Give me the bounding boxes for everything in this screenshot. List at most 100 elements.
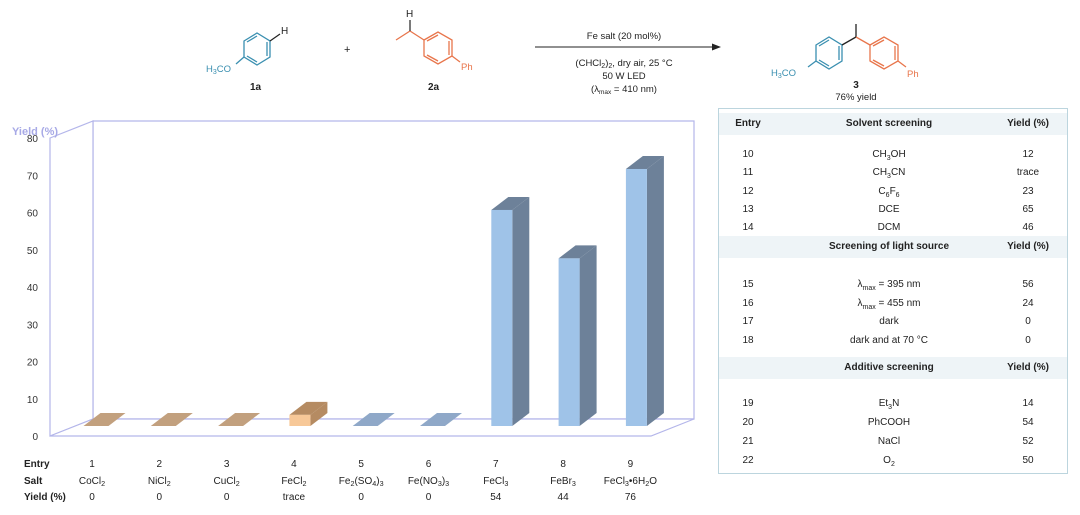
bar-2	[150, 413, 193, 426]
yield-label: 54	[490, 492, 502, 503]
bar-top	[625, 155, 664, 169]
reactant-1a-structure	[235, 32, 271, 66]
bar-front	[289, 414, 311, 426]
table-col-yield: Yield (%)	[1007, 241, 1049, 252]
table-cell-condition: C6F6	[878, 185, 900, 199]
table-cell-entry: 19	[742, 398, 754, 409]
condition-catalyst: Fe salt (20 mol%)	[587, 31, 661, 42]
salt-label: NiCl2	[148, 476, 171, 488]
table-cell-condition: λmax = 395 nm	[857, 279, 921, 292]
table-cell-yield: 50	[1022, 455, 1034, 466]
table-cell-yield: 0	[1025, 316, 1031, 327]
table-cell-condition: λmax = 455 nm	[857, 297, 921, 311]
h-atom-1a: H	[281, 26, 288, 37]
y-tick-label: 60	[27, 209, 39, 220]
bar-top	[558, 245, 597, 259]
table-cell-entry: 20	[742, 417, 754, 428]
salt-label: FeCl3	[483, 476, 508, 488]
table-cell-yield: 24	[1022, 297, 1034, 309]
y-tick-label: 50	[27, 246, 39, 257]
bar-3	[218, 413, 261, 426]
salt-label: CuCl2	[213, 476, 239, 488]
table-cell-entry: 10	[742, 149, 754, 160]
table-section-title: Solvent screening	[845, 118, 933, 129]
table-cell-entry: 11	[742, 167, 754, 179]
table-cell-condition: PhCOOH	[867, 417, 911, 428]
y-tick-label: 10	[27, 395, 39, 406]
table-section-header	[719, 113, 1067, 135]
entry-label: 6	[426, 459, 432, 470]
y-tick-label: 40	[27, 283, 39, 294]
bar-front	[558, 258, 580, 426]
table-cell-yield: 52	[1022, 436, 1034, 447]
table-cell-entry: 14	[742, 222, 754, 234]
bar-top	[491, 196, 530, 210]
back-wall	[92, 120, 695, 420]
table-section-title: Additive screening	[844, 362, 934, 373]
label-2a: 2a	[428, 82, 440, 93]
table-cell-condition: dark and at 70 °C	[850, 334, 928, 346]
table-cell-entry: 17	[742, 316, 754, 327]
table-cell-yield: 12	[1022, 149, 1034, 160]
table-cell-yield: 54	[1022, 417, 1034, 428]
bar-front	[625, 168, 647, 426]
bar-8	[558, 245, 597, 426]
row-label: Salt	[24, 476, 43, 487]
table-cell-yield: 23	[1022, 185, 1034, 197]
salt-label: CoCl2	[79, 476, 105, 488]
h-bond-1a	[269, 33, 281, 42]
bar-tile	[352, 413, 395, 426]
phenyl-2a: Ph	[461, 62, 473, 73]
product-yield: 76% yield	[835, 92, 876, 103]
table-cell-entry: 15	[742, 279, 754, 290]
entry-label: 1	[89, 459, 95, 470]
y-axis-title: Yield (%)	[12, 126, 58, 138]
yield-label: 44	[558, 492, 570, 503]
row-label: Yield (%)	[24, 492, 66, 503]
table-cell-entry: 16	[742, 297, 754, 309]
salt-label: Fe2(SO4)3	[339, 476, 384, 488]
table-cell-condition: O2	[883, 455, 895, 468]
screening-table: Entry Solvent screening Yield (%) 10 CH3OH 12…	[718, 108, 1068, 474]
table-cell-condition: dark	[879, 316, 899, 327]
condition-wavelength: (λmax = 410 nm)	[591, 84, 657, 96]
bar-9	[625, 155, 664, 426]
methoxy-group-3: H3CO	[771, 68, 796, 80]
bar-side	[310, 401, 328, 426]
bar-1	[83, 413, 126, 426]
bar-tile	[218, 413, 261, 426]
label-1a: 1a	[250, 82, 262, 93]
table-cell-condition: CH3OH	[872, 149, 906, 162]
table-cell-entry: 12	[742, 185, 754, 197]
product-3-structure	[807, 24, 907, 70]
table-section-header	[719, 357, 1067, 379]
table-cell-yield: 14	[1022, 398, 1034, 409]
entry-label: 8	[560, 459, 566, 470]
table-cell-entry: 22	[742, 455, 754, 466]
reaction-scheme: H H3CO 1a + H Ph 2a Fe salt (20 mol%) (C…	[206, 9, 919, 103]
y-tick-label: 30	[27, 320, 39, 331]
plus-sign: +	[344, 44, 350, 56]
table-cell-entry: 21	[742, 436, 754, 447]
entry-label: 4	[291, 459, 297, 470]
entry-label: 5	[358, 459, 364, 470]
salt-label: FeCl2	[281, 476, 306, 488]
table-cell-yield: 0	[1025, 334, 1031, 346]
entry-label: 7	[493, 459, 499, 470]
yield-label: 0	[358, 492, 364, 503]
table-col-yield: Yield (%)	[1007, 362, 1049, 373]
table-cell-condition: DCE	[878, 203, 900, 215]
table-section-header	[719, 236, 1067, 258]
yield-label: 0	[157, 492, 163, 503]
salt-label: Fe(NO3)3	[408, 476, 449, 488]
table-cell-yield: trace	[1016, 167, 1040, 179]
arrow-head	[712, 43, 721, 51]
bar-7	[491, 196, 530, 426]
table-cell-yield: 65	[1022, 203, 1034, 215]
row-label: Entry	[24, 459, 50, 470]
table-cell-yield: 46	[1022, 222, 1034, 234]
yield-label: 76	[625, 492, 637, 503]
left-wall	[49, 120, 94, 437]
reactant-2a-structure	[395, 30, 461, 65]
